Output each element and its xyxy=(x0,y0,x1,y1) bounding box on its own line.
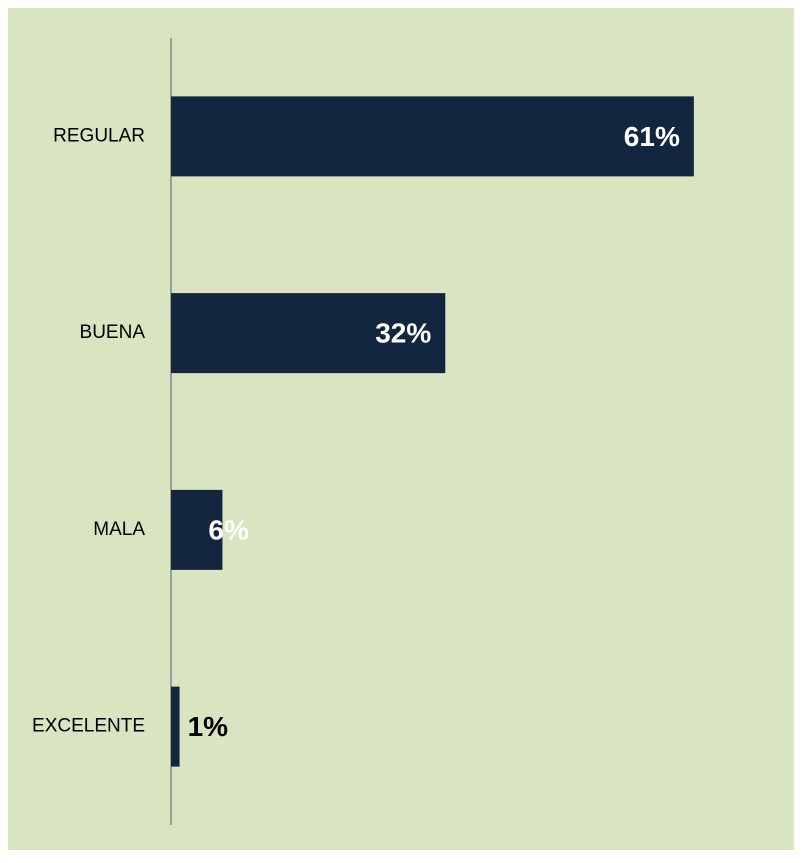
value-label: 61% xyxy=(624,121,680,152)
bar xyxy=(171,489,223,570)
bar xyxy=(171,293,446,374)
bar xyxy=(171,686,180,767)
value-label: 32% xyxy=(375,318,431,349)
value-label: 1% xyxy=(188,711,229,742)
value-label: 6% xyxy=(208,514,249,545)
bar xyxy=(171,96,694,177)
y-tick-label: MALA xyxy=(93,519,145,540)
y-tick-label: BUENA xyxy=(80,322,146,343)
y-tick-label: REGULAR xyxy=(53,125,145,146)
y-tick-label: EXCELENTE xyxy=(32,716,145,737)
